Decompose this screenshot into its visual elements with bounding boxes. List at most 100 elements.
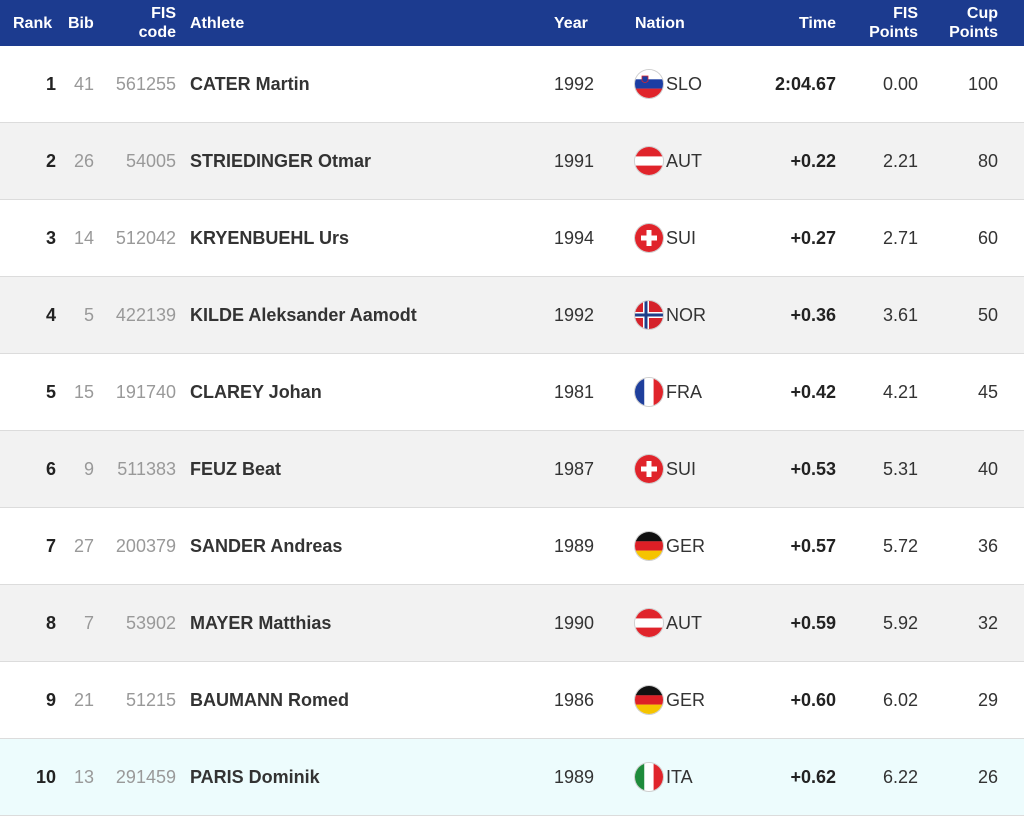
time-cell: +0.59 [790, 613, 836, 633]
nation-code: GER [666, 690, 706, 710]
fis-points-cell: 2.71 [882, 228, 918, 248]
table-row[interactable]: 6 9 511383 FEUZ Beat 1987 SUI +0.53 5.31 40 [0, 431, 1024, 508]
nation-code: GER [666, 536, 706, 556]
bib-cell: 41 [73, 74, 94, 94]
header-fis-code-line1: FIS [151, 5, 176, 22]
bib-cell: 9 [83, 459, 94, 479]
nation-code: ITA [666, 767, 693, 787]
header-fis-points-line1: FIS [893, 5, 918, 22]
year-cell: 1990 [554, 613, 595, 633]
year-cell: 1992 [554, 305, 595, 325]
rank-cell: 9 [45, 690, 56, 710]
fis-code-cell: 200379 [115, 536, 176, 556]
fis-code-cell: 512042 [115, 228, 176, 248]
header-athlete[interactable]: Athlete [190, 15, 245, 32]
rank-cell: 10 [35, 767, 56, 787]
athlete-name-link[interactable]: SANDER Andreas [190, 536, 343, 556]
header-rank[interactable]: Rank [13, 15, 53, 32]
athlete-name-link[interactable]: KILDE Aleksander Aamodt [190, 305, 417, 325]
norway-flag-icon [635, 301, 663, 329]
nation-code: SUI [666, 228, 697, 248]
header-time[interactable]: Time [798, 15, 836, 32]
fis-points-cell: 5.72 [882, 536, 918, 556]
fis-points-cell: 6.02 [882, 690, 918, 710]
fis-points-cell: 0.00 [882, 74, 918, 94]
switzerland-flag-icon [635, 455, 663, 483]
table-row[interactable]: 7 27 200379 SANDER Andreas 1989 GER +0.57 5.72 3… [0, 508, 1024, 585]
rank-cell: 8 [45, 613, 56, 633]
athlete-name-link[interactable]: CLAREY Johan [190, 382, 322, 402]
table-row[interactable]: 10 13 291459 PARIS Dominik 1989 ITA +0.62 6.22 2… [0, 739, 1024, 816]
athlete-name-link[interactable]: BAUMANN Romed [190, 690, 349, 710]
cup-points-cell: 60 [977, 228, 998, 248]
table-row[interactable]: 5 15 191740 CLAREY Johan 1981 FRA +0.42 4.21 45 [0, 354, 1024, 431]
table-row[interactable]: 3 14 512042 KRYENBUEHL Urs 1994 SUI +0.27 2.71 6… [0, 200, 1024, 277]
table-body: 1 41 561255 CATER Martin 1992 SLO 2:04.67 0.00 1… [0, 46, 1024, 816]
italy-flag-icon [635, 763, 663, 791]
austria-flag-icon [635, 147, 663, 175]
table-row[interactable]: 4 5 422139 KILDE Aleksander Aamodt 1992 NOR +0… [0, 277, 1024, 354]
cup-points-cell: 32 [977, 613, 998, 633]
time-cell: +0.57 [790, 536, 836, 556]
header-bib[interactable]: Bib [68, 15, 94, 32]
header-cup-points[interactable]: Cup Points [949, 4, 998, 42]
athlete-name-link[interactable]: CATER Martin [190, 74, 310, 94]
fis-code-cell: 51215 [125, 690, 176, 710]
header-fis-points[interactable]: FIS Points [869, 4, 918, 42]
fis-points-cell: 6.22 [882, 767, 918, 787]
bib-cell: 14 [73, 228, 94, 248]
table-row[interactable]: 9 21 51215 BAUMANN Romed 1986 GER +0.60 6.02 29 [0, 662, 1024, 739]
nation-code: NOR [666, 305, 706, 325]
bib-cell: 5 [83, 305, 94, 325]
year-cell: 1994 [554, 228, 595, 248]
fis-points-cell: 3.61 [882, 305, 918, 325]
cup-points-cell: 50 [977, 305, 998, 325]
bib-cell: 21 [73, 690, 94, 710]
nation-code: SUI [666, 459, 697, 479]
austria-flag-icon [635, 609, 663, 637]
header-cup-points-line2: Points [949, 24, 998, 41]
rank-cell: 7 [45, 536, 56, 556]
header-fis-code[interactable]: FIS code [139, 4, 176, 42]
athlete-name-link[interactable]: FEUZ Beat [190, 459, 282, 479]
time-cell: +0.27 [790, 228, 836, 248]
nation-code: FRA [666, 382, 702, 402]
athlete-name-link[interactable]: MAYER Matthias [190, 613, 332, 633]
table-header: Rank Bib FIS code Athlete Year Nation Ti… [0, 0, 1024, 46]
header-fis-code-line2: code [138, 24, 176, 41]
germany-flag-icon [635, 532, 663, 560]
table-row[interactable]: 8 7 53902 MAYER Matthias 1990 AUT +0.59 5.92 32 [0, 585, 1024, 662]
year-cell: 1987 [554, 459, 595, 479]
germany-flag-icon [635, 686, 663, 714]
bib-cell: 13 [73, 767, 94, 787]
year-cell: 1992 [554, 74, 595, 94]
fis-code-cell: 561255 [115, 74, 176, 94]
switzerland-flag-icon [635, 224, 663, 252]
rank-cell: 4 [45, 305, 56, 325]
header-year[interactable]: Year [554, 15, 588, 32]
fis-code-cell: 54005 [125, 151, 176, 171]
cup-points-cell: 40 [977, 459, 998, 479]
table-row[interactable]: 1 41 561255 CATER Martin 1992 SLO 2:04.67 0.00 1… [0, 46, 1024, 123]
athlete-name-link[interactable]: STRIEDINGER Otmar [190, 151, 372, 171]
fis-code-cell: 511383 [117, 459, 176, 479]
year-cell: 1986 [554, 690, 595, 710]
bib-cell: 26 [73, 151, 94, 171]
france-flag-icon [635, 378, 663, 406]
cup-points-cell: 36 [977, 536, 998, 556]
athlete-name-link[interactable]: KRYENBUEHL Urs [190, 228, 350, 248]
rank-cell: 6 [45, 459, 56, 479]
fis-code-cell: 53902 [125, 613, 176, 633]
table-row[interactable]: 2 26 54005 STRIEDINGER Otmar 1991 AUT +0.22 2.2… [0, 123, 1024, 200]
fis-code-cell: 191740 [115, 382, 176, 402]
fis-points-cell: 4.21 [882, 382, 918, 402]
cup-points-cell: 80 [977, 151, 998, 171]
fis-points-cell: 2.21 [882, 151, 918, 171]
rank-cell: 2 [45, 151, 56, 171]
header-nation[interactable]: Nation [635, 15, 685, 32]
time-cell: +0.22 [790, 151, 836, 171]
time-cell: +0.42 [790, 382, 836, 402]
athlete-name-link[interactable]: PARIS Dominik [190, 767, 320, 787]
header-cup-points-line1: Cup [966, 5, 998, 22]
bib-cell: 15 [73, 382, 94, 402]
